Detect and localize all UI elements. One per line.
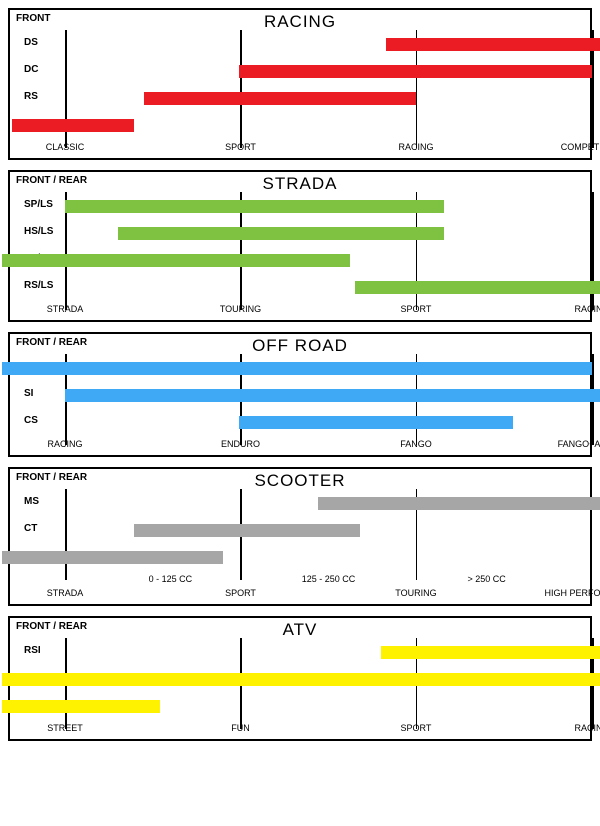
panel-atv: ATVFRONT / REARRSISIATSSTREETFUNSPORTRAC… xyxy=(8,616,592,741)
x-label: RACING xyxy=(574,723,600,733)
row-label: MS xyxy=(24,496,39,507)
chart-row: RS xyxy=(10,88,590,110)
chart-row: HS/LS xyxy=(10,223,590,245)
x-label: TOURING xyxy=(220,304,261,314)
chart-row: RSI xyxy=(10,642,590,664)
panel-title: SCOOTER xyxy=(10,471,590,491)
chart-row: ATS xyxy=(10,696,590,718)
chart-body: DSDCRSDCCCLASSICSPORTRACINGCOMPETITION xyxy=(10,34,590,156)
x-label: SPORT xyxy=(401,304,432,314)
bar xyxy=(144,92,416,105)
x-label-2: STRADA xyxy=(47,588,84,598)
x-label-2: SPORT xyxy=(225,588,256,598)
chart-row: HF xyxy=(10,547,590,569)
chart-row: HF/HF xyxy=(10,250,590,272)
chart-row: RS/LS xyxy=(10,277,590,299)
corner-label: FRONT / REAR xyxy=(16,621,87,632)
row-label: RS xyxy=(24,91,38,102)
chart-body: SP/LSHS/LSHF/HFRS/LSSTRADATOURINGSPORTRA… xyxy=(10,196,590,318)
row-label: HS/LS xyxy=(24,226,53,237)
x-axis-labels: RACINGENDUROFANGOFANGO+ACQUA xyxy=(10,439,590,453)
x-label: RACING xyxy=(574,304,600,314)
bar xyxy=(2,254,350,267)
x-axis-labels: STREETFUNSPORTRACING xyxy=(10,723,590,737)
row-label: SI xyxy=(24,388,33,399)
x-axis-labels: 0 - 125 CC 125 - 250 CC > 250 CC xyxy=(10,574,590,588)
row-label: DS xyxy=(24,37,38,48)
bar xyxy=(318,497,600,510)
x-label: RACING xyxy=(47,439,82,449)
panel-off-road: OFF ROADFRONT / REAR RSI SI CS RACING ENDURO F… xyxy=(8,332,592,457)
bar xyxy=(2,673,600,686)
x-label: ENDURO xyxy=(221,439,260,449)
bar xyxy=(239,65,592,78)
x-label: SPORT xyxy=(225,142,256,152)
corner-label: FRONT xyxy=(16,13,50,24)
row-label: CS xyxy=(24,415,38,426)
bar xyxy=(355,281,600,294)
row-label: RS/LS xyxy=(24,280,53,291)
x-axis-labels: STRADATOURINGSPORTRACING xyxy=(10,304,590,318)
bar xyxy=(2,700,160,713)
panel-strada: STRADAFRONT / REARSP/LSHS/LSHF/HFRS/LSST… xyxy=(8,170,592,322)
x-label: > 250 CC xyxy=(467,574,505,584)
chart-row: CT xyxy=(10,520,590,542)
panel-racing: RACINGFRONTDSDCRSDCCCLASSICSPORTRACINGCO… xyxy=(8,8,592,160)
row-label: SP/LS xyxy=(24,199,53,210)
panel-title: ATV xyxy=(10,620,590,640)
chart-body: RSISIATSSTREETFUNSPORTRACING xyxy=(10,642,590,737)
chart-row: RSI xyxy=(10,358,590,380)
x-label: 125 - 250 CC xyxy=(302,574,356,584)
bar xyxy=(386,38,600,51)
x-label: FANGO+ACQUA xyxy=(558,439,600,449)
row-label: RSI xyxy=(24,645,41,656)
x-label: RACING xyxy=(398,142,433,152)
chart-row: MS xyxy=(10,493,590,515)
x-label-2: HIGH PERFORMANCE xyxy=(544,588,600,598)
x-label: SPORT xyxy=(401,723,432,733)
x-label: STRADA xyxy=(47,304,84,314)
bar xyxy=(381,646,600,659)
bar xyxy=(239,416,513,429)
x-label: 0 - 125 CC xyxy=(149,574,193,584)
bar xyxy=(118,227,445,240)
chart-row: DC xyxy=(10,61,590,83)
panel-scooter: SCOOTERFRONT / REAR MS CT HF 0 - 125 CC 125 -… xyxy=(8,467,592,606)
chart-row: SI xyxy=(10,669,590,691)
panel-title: STRADA xyxy=(10,174,590,194)
corner-label: FRONT / REAR xyxy=(16,337,87,348)
x-label-2: TOURING xyxy=(395,588,436,598)
bar xyxy=(2,362,592,375)
x-label: FUN xyxy=(231,723,250,733)
x-label: CLASSIC xyxy=(46,142,85,152)
chart-row: CS xyxy=(10,412,590,434)
chart-row: SP/LS xyxy=(10,196,590,218)
x-axis-labels: CLASSICSPORTRACINGCOMPETITION xyxy=(10,142,590,156)
bar xyxy=(65,389,600,402)
bar xyxy=(134,524,361,537)
panel-title: OFF ROAD xyxy=(10,336,590,356)
panel-title: RACING xyxy=(10,12,590,32)
bar xyxy=(65,200,444,213)
chart-body: RSISICSRACINGENDUROFANGOFANGO+ACQUA xyxy=(10,358,590,453)
corner-label: FRONT / REAR xyxy=(16,175,87,186)
row-label: CT xyxy=(24,523,37,534)
x-label: STREET xyxy=(47,723,83,733)
chart-body: MS CT HF 0 - 125 CC 125 - 250 CC > 250 CC STRA… xyxy=(10,493,590,602)
bar xyxy=(12,119,133,132)
chart-row: SI xyxy=(10,385,590,407)
corner-label: FRONT / REAR xyxy=(16,472,87,483)
chart-row: DCC xyxy=(10,115,590,137)
x-label: COMPETITION xyxy=(561,142,600,152)
x-label: FANGO xyxy=(400,439,432,449)
chart-row: DS xyxy=(10,34,590,56)
bar xyxy=(2,551,223,564)
row-label: DC xyxy=(24,64,38,75)
x-axis-labels-2: STRADASPORTTOURINGHIGH PERFORMANCE xyxy=(10,588,590,602)
